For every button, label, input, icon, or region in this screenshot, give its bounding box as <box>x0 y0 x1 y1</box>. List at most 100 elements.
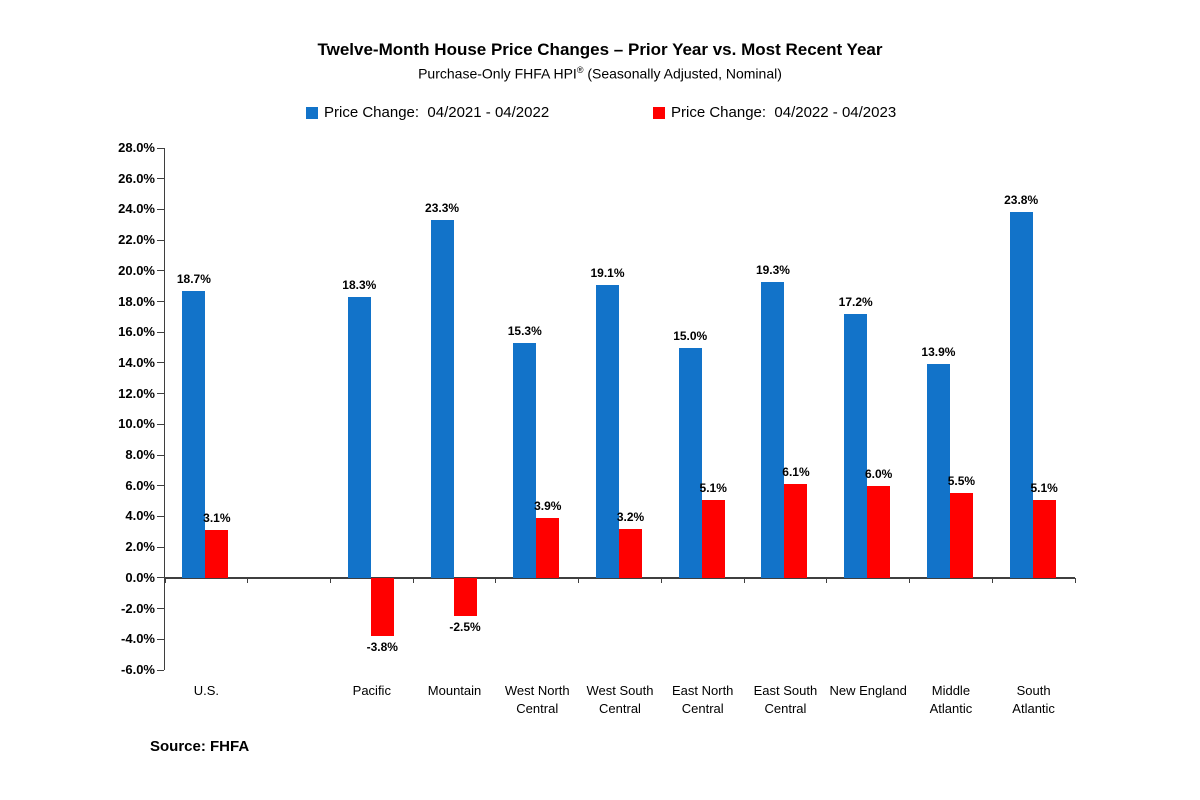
y-tick <box>157 362 164 364</box>
value-label: 17.2% <box>838 294 873 309</box>
y-tick <box>157 393 164 395</box>
legend-swatch-red <box>653 106 665 119</box>
value-label: 15.3% <box>507 323 542 338</box>
y-tick <box>157 270 164 272</box>
bar-prior <box>596 284 619 578</box>
value-label: 18.7% <box>176 271 211 286</box>
y-tick <box>157 301 164 303</box>
value-label: -3.8% <box>366 640 398 655</box>
value-label: 5.1% <box>1030 480 1058 495</box>
y-tick-label: 10.0% <box>118 416 155 432</box>
x-tick <box>660 577 662 583</box>
legend-item-prior-year: Price Change: 04/2021 - 04/2022 <box>306 104 549 121</box>
x-tick <box>495 577 497 583</box>
y-tick-label: 0.0% <box>125 569 155 585</box>
x-tick <box>329 577 331 583</box>
y-tick-label: -4.0% <box>121 631 155 647</box>
bar-recent <box>1032 499 1056 578</box>
value-label: 18.3% <box>342 277 377 292</box>
x-tick <box>909 577 911 583</box>
value-label: 6.0% <box>864 466 893 481</box>
bar-prior <box>182 290 206 578</box>
bar-recent <box>949 493 973 578</box>
y-tick-label: 20.0% <box>118 262 155 278</box>
category-label: South Atlantic <box>1012 683 1055 716</box>
y-tick-label: 12.0% <box>118 385 155 401</box>
y-tick <box>157 423 164 425</box>
category-label: New England <box>829 683 907 698</box>
bar-prior <box>761 281 785 578</box>
y-tick <box>157 669 164 671</box>
y-tick <box>157 485 164 487</box>
y-tick <box>157 208 164 210</box>
y-tick-label: -6.0% <box>121 662 155 677</box>
bar-recent <box>784 484 808 578</box>
bar-prior <box>1009 212 1033 578</box>
value-label: 5.5% <box>947 474 976 489</box>
bar-recent <box>701 499 725 578</box>
value-label: 5.1% <box>699 480 727 495</box>
subtitle-text: Purchase-Only FHFA HPI <box>418 65 577 82</box>
y-tick <box>157 147 164 149</box>
bar-recent <box>205 530 229 578</box>
y-tick-label: -2.0% <box>121 600 155 616</box>
bar-prior <box>844 313 868 578</box>
y-tick <box>157 608 164 610</box>
category-label: East North Central <box>672 683 734 716</box>
x-tick <box>743 577 745 583</box>
x-axis-line <box>165 577 1075 579</box>
y-tick-label: 18.0% <box>118 293 155 309</box>
chart-title: Twelve-Month House Price Changes – Prior… <box>317 40 883 59</box>
value-label: 3.1% <box>203 511 231 526</box>
bar-recent <box>867 485 891 578</box>
y-tick-label: 24.0% <box>118 201 155 217</box>
category-label: West North Central <box>504 683 570 716</box>
category-label: Mountain <box>427 683 482 698</box>
x-tick <box>578 577 580 583</box>
y-tick <box>157 454 164 456</box>
value-label: 23.3% <box>425 201 460 216</box>
y-tick <box>157 515 164 517</box>
bar-prior <box>926 364 950 578</box>
category-label: Pacific <box>352 683 391 698</box>
value-label: -2.5% <box>449 620 481 635</box>
chart-subtitle: Purchase-Only FHFA HPI® (Seasonally Adju… <box>0 65 1200 82</box>
value-label: 19.3% <box>755 262 790 277</box>
y-tick <box>157 577 164 579</box>
bar-prior <box>678 347 702 578</box>
x-tick <box>826 577 828 583</box>
x-tick <box>412 577 414 583</box>
y-tick <box>157 178 164 180</box>
registered-mark: ® <box>576 65 584 75</box>
value-label: 3.9% <box>534 499 562 513</box>
x-tick <box>247 577 249 583</box>
x-tick <box>991 577 993 583</box>
value-label: 19.1% <box>590 265 625 280</box>
bar-prior <box>347 296 371 578</box>
value-label: 3.2% <box>616 509 645 524</box>
y-tick-label: 28.0% <box>118 140 155 155</box>
category-label: East South Central <box>753 683 818 716</box>
source-note: Source: FHFA <box>150 738 250 755</box>
y-tick <box>157 546 164 548</box>
y-tick-label: 22.0% <box>118 232 155 248</box>
subtitle-text-rest: (Seasonally Adjusted, Nominal) <box>583 65 782 82</box>
legend-item-recent-year: Price Change: 04/2022 - 04/2023 <box>653 104 896 121</box>
bar-recent <box>536 518 560 578</box>
y-tick-label: 16.0% <box>118 324 155 340</box>
y-tick-label: 6.0% <box>125 477 155 493</box>
value-label: 13.9% <box>921 345 956 360</box>
bar-prior <box>430 220 454 578</box>
y-tick-label: 4.0% <box>125 508 155 524</box>
bar-recent <box>370 577 394 637</box>
y-tick-label: 26.0% <box>118 170 155 186</box>
value-label: 23.8% <box>1004 193 1039 208</box>
y-tick-label: 2.0% <box>125 539 155 555</box>
y-tick <box>157 239 164 241</box>
y-tick <box>157 331 164 333</box>
category-label: U.S. <box>193 683 219 698</box>
y-axis-line <box>163 148 165 670</box>
legend-label-prior-year: Price Change: 04/2021 - 04/2022 <box>324 104 550 121</box>
y-tick <box>157 638 164 640</box>
